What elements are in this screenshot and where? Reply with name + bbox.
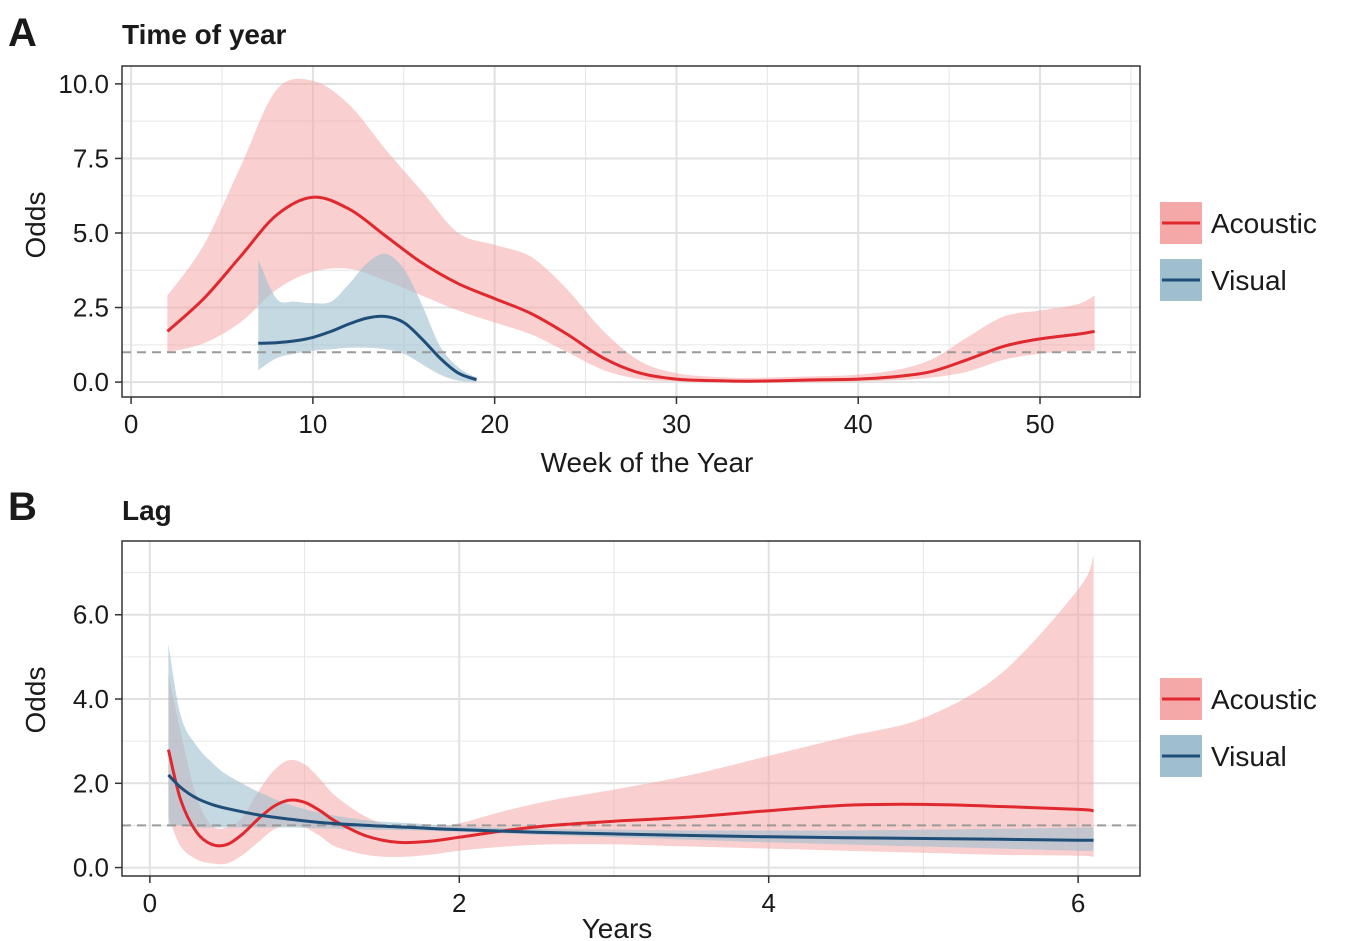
panel-b-acoustic-ci-band [168,555,1094,865]
panel-b-visual-line [167,773,1094,842]
plot-area-a: 0 10 20 30 40 50 0.0 2.5 5.0 7.5 10.0 [58,65,1141,439]
panel-b-x-axis-title: Years [582,913,653,941]
panel-b-y-tick-label: 6.0 [73,600,109,630]
panel-a-x-tick-label: 50 [1026,409,1055,439]
panel-a-x-tick-label: 20 [480,409,509,439]
legend-a: Acoustic Visual [1160,202,1317,301]
panel-letter-b: B [8,485,37,529]
panel-b-visual-ci-band [168,644,1094,851]
panel-a-y-tick-label: 10.0 [58,69,109,99]
panel-a: A Time of year 0 10 20 30 40 50 0.0 2.5 5.0 7.5 10… [8,11,1317,478]
panel-b-y-axis-title: Odds [20,667,51,734]
panel-a-x-tick-label: 10 [298,409,327,439]
panel-a-x-tick-label: 30 [662,409,691,439]
panel-a-plot-frame [121,65,1141,398]
legend-b-acoustic-label: Acoustic [1211,684,1317,715]
panel-a-acoustic-line [166,195,1095,383]
panel-b-x-tick-label: 4 [761,888,775,918]
legend-a-visual-label: Visual [1211,265,1287,296]
panel-a-title: Time of year [122,19,287,50]
panel-a-y-tick-label: 7.5 [73,143,109,173]
panel-b: B Lag 0 2 4 6 0.0 2.0 4.0 6.0 Years Odds Acoust… [8,485,1317,941]
panel-b-y-tick-label: 4.0 [73,684,109,714]
panel-b-x-tick-label: 2 [452,888,466,918]
panel-b-x-tick-label: 0 [143,888,157,918]
panel-b-plot-frame [121,540,1141,877]
legend-b-visual-label: Visual [1211,741,1287,772]
plot-area-b: 0 2 4 6 0.0 2.0 4.0 6.0 [73,540,1141,918]
panel-a-visual-line [258,314,478,382]
legend-b: Acoustic Visual [1160,678,1317,777]
panel-a-y-tick-label: 2.5 [73,293,109,323]
panel-a-x-axis-title: Week of the Year [541,447,754,478]
panel-a-x-tick-label: 40 [844,409,873,439]
panel-b-y-tick-label: 0.0 [73,853,109,883]
panel-a-y-tick-label: 0.0 [73,367,109,397]
panel-a-acoustic-ci-band [167,78,1095,383]
panel-b-x-tick-label: 6 [1071,888,1085,918]
panel-a-x-tick-label: 0 [124,409,138,439]
legend-a-acoustic-label: Acoustic [1211,208,1317,239]
panel-a-y-axis-title: Odds [20,192,51,259]
panel-letter-a: A [8,11,37,55]
panel-a-y-tick-label: 5.0 [73,218,109,248]
panel-b-y-tick-label: 2.0 [73,768,109,798]
panel-b-acoustic-line [166,749,1094,848]
panel-b-title: Lag [122,495,172,526]
